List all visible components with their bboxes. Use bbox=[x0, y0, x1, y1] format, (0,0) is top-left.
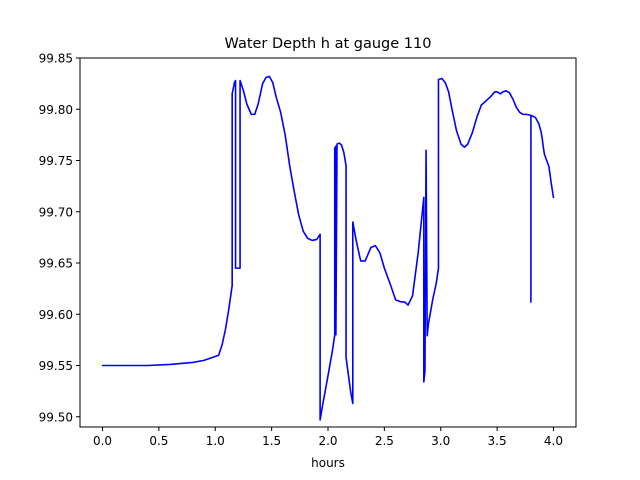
x-tick-label: 2.0 bbox=[318, 434, 337, 448]
y-tick-label: 99.80 bbox=[39, 103, 73, 117]
y-tick-label: 99.85 bbox=[39, 52, 73, 66]
y-tick-label: 99.70 bbox=[39, 205, 73, 219]
x-tick-label: 1.0 bbox=[206, 434, 225, 448]
series-line-0 bbox=[101, 75, 555, 421]
x-tick-label: 0.5 bbox=[149, 434, 168, 448]
x-tick-label: 3.0 bbox=[431, 434, 450, 448]
x-tick-label: 0.0 bbox=[93, 434, 112, 448]
y-axis-ticks: 99.50 99.55 99.60 99.65 99.70 99.75 99.80 99.85 bbox=[39, 52, 80, 424]
chart-title: Water Depth h at gauge 110 bbox=[225, 36, 432, 52]
x-tick-label: 4.0 bbox=[544, 434, 563, 448]
x-tick-label: 1.5 bbox=[262, 434, 281, 448]
x-tick-label: 2.5 bbox=[375, 434, 394, 448]
series-layer bbox=[101, 75, 555, 421]
y-tick-label: 99.60 bbox=[39, 308, 73, 322]
y-tick-label: 99.50 bbox=[39, 410, 73, 424]
y-tick-label: 99.55 bbox=[39, 359, 73, 373]
x-tick-label: 3.5 bbox=[488, 434, 507, 448]
x-axis-title: hours bbox=[311, 456, 345, 470]
y-tick-label: 99.65 bbox=[39, 257, 73, 271]
y-tick-label: 99.75 bbox=[39, 154, 73, 168]
x-axis-ticks: 0.0 0.5 1.0 1.5 2.0 2.5 3.0 3.5 4.0 bbox=[93, 427, 563, 448]
